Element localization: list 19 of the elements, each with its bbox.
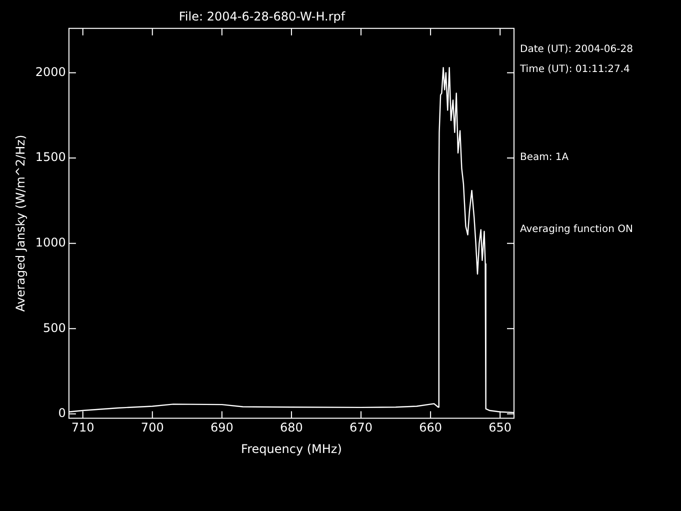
x-axis-title: Frequency (MHz) [241,442,342,456]
text: Date (UT): 2004-06-28 [520,44,633,55]
x-tick-label: 710 [71,420,94,435]
y-axis-title: Averaged Jansky (W/m^2/Hz) [13,134,28,312]
y-tick-label: 0 [58,406,66,420]
x-tick-label: 650 [488,420,512,435]
x-tick-label: 690 [210,420,234,435]
text: Beam: 1A [520,152,569,163]
chart-title: File: 2004-6-28-680-W-H.rpf [178,9,346,24]
y-tick-label: 1500 [35,150,66,164]
x-tick-label: 680 [280,420,303,435]
text: Averaging function ON [520,224,633,235]
y-tick-label: 500 [43,320,66,335]
y-tick-label: 2000 [35,64,66,79]
y-tick-label: 1000 [35,235,66,250]
x-tick-label: 660 [419,420,442,435]
text: Time (UT): 01:11:27.4 [520,64,630,75]
x-tick-label: 670 [350,420,372,435]
x-tick-label: 700 [140,420,164,435]
